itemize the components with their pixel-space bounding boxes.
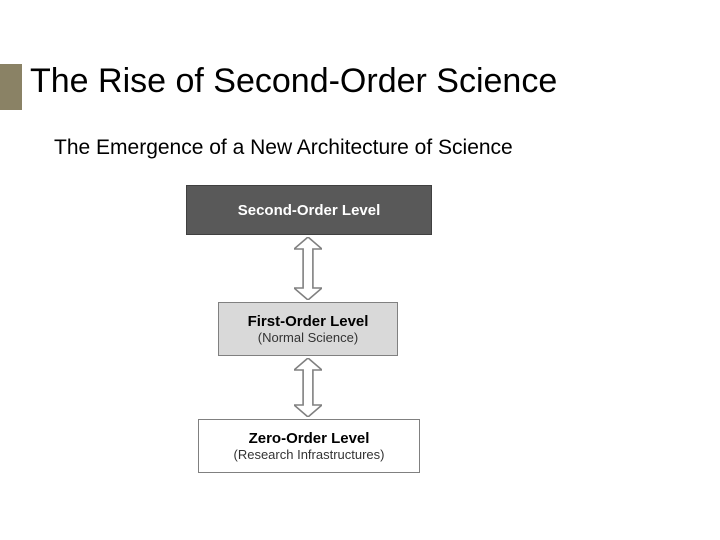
box-zero-order-title: Zero-Order Level bbox=[249, 430, 370, 447]
box-first-order-sub: (Normal Science) bbox=[258, 330, 358, 345]
slide: The Rise of Second-Order Science The Eme… bbox=[0, 0, 720, 540]
accent-bar bbox=[0, 64, 22, 110]
box-zero-order-sub: (Research Infrastructures) bbox=[234, 447, 385, 462]
box-zero-order: Zero-Order Level (Research Infrastructur… bbox=[198, 419, 420, 473]
box-first-order-title: First-Order Level bbox=[248, 313, 369, 330]
box-first-order: First-Order Level (Normal Science) bbox=[218, 302, 398, 356]
double-arrow-icon bbox=[294, 358, 322, 417]
page-title: The Rise of Second-Order Science bbox=[30, 62, 557, 101]
box-second-order-title: Second-Order Level bbox=[238, 202, 381, 219]
double-arrow-icon bbox=[294, 237, 322, 300]
page-subtitle: The Emergence of a New Architecture of S… bbox=[54, 136, 513, 160]
box-second-order: Second-Order Level bbox=[186, 185, 432, 235]
